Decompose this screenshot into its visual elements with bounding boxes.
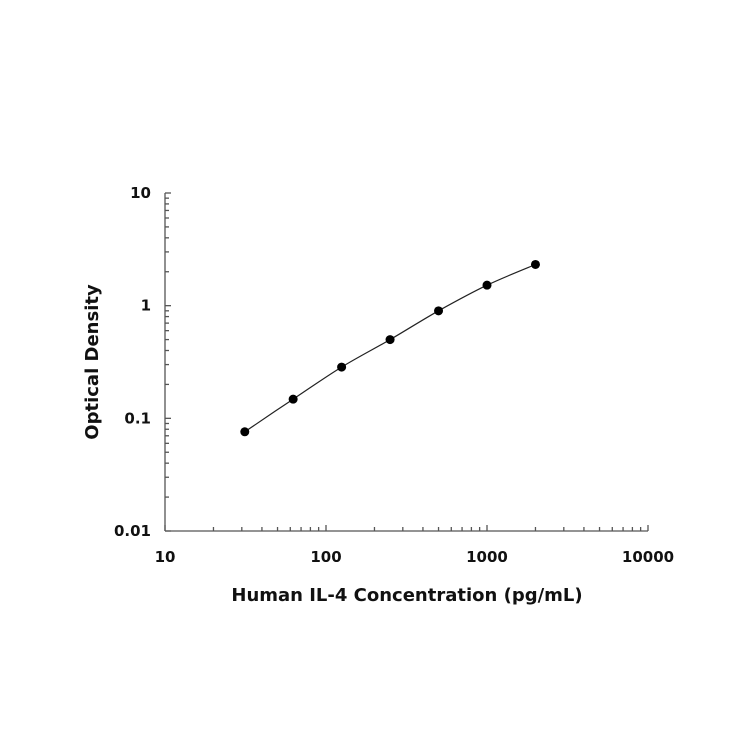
data-points (240, 259, 540, 437)
fit-curve-line (244, 263, 536, 433)
y-tick-label: 10 (130, 184, 151, 202)
y-tick-label: 0.01 (114, 522, 151, 540)
axes (164, 192, 649, 532)
y-axis-title: Optical Density (82, 284, 103, 440)
data-point (337, 362, 347, 372)
fit-curve-layer (244, 263, 536, 433)
data-point (288, 394, 298, 404)
x-axis-title: Human IL-4 Concentration (pg/mL) (231, 585, 582, 606)
data-point (434, 306, 444, 316)
data-point (482, 280, 492, 290)
y-tick-label: 0.1 (124, 409, 151, 427)
data-point (530, 259, 540, 269)
data-point (240, 427, 250, 437)
x-tick-label: 10 (155, 548, 176, 566)
tick-labels: 10 100 1000 10000 0.01 0.1 1 10 (114, 184, 674, 566)
x-tick-label: 100 (310, 548, 341, 566)
x-tick-label: 1000 (466, 548, 508, 566)
x-tick-label: 10000 (622, 548, 674, 566)
y-tick-label: 1 (141, 297, 151, 315)
data-point (385, 335, 395, 345)
